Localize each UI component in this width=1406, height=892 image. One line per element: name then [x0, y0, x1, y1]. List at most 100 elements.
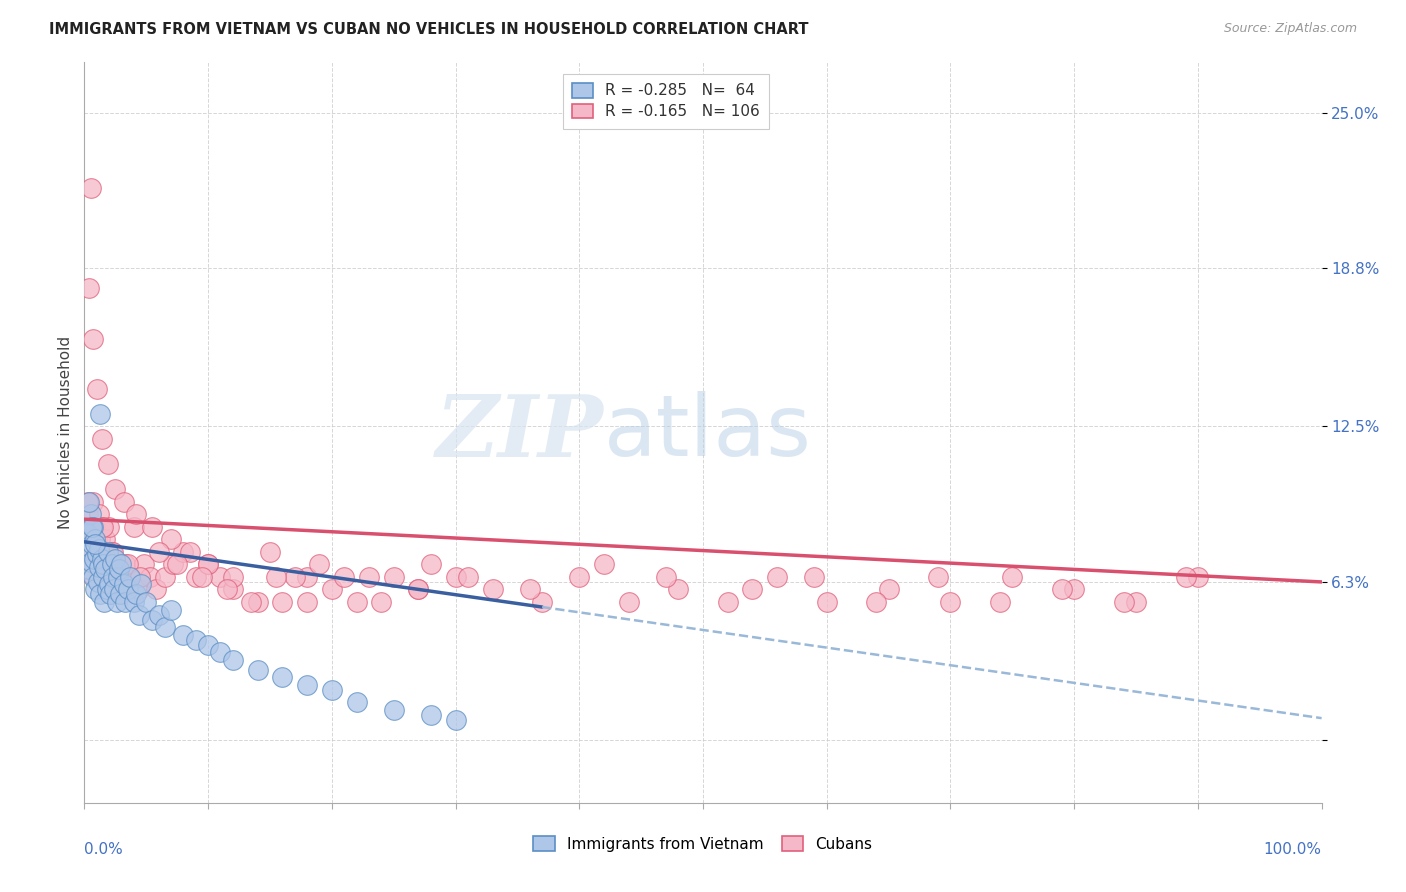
Point: [295, 595, 318, 609]
Point: [98, 587, 121, 601]
Point: [222, 570, 245, 584]
Point: [86, 533, 108, 547]
Point: [197, 558, 219, 572]
Point: [141, 613, 163, 627]
Point: [444, 570, 467, 584]
Point: [101, 545, 124, 559]
Point: [103, 582, 125, 597]
Text: 0.0%: 0.0%: [84, 842, 124, 856]
Point: [104, 552, 127, 566]
Point: [112, 494, 135, 508]
Point: [117, 582, 139, 597]
Point: [101, 570, 124, 584]
Text: 100.0%: 100.0%: [1264, 842, 1322, 856]
Point: [197, 638, 219, 652]
Point: [179, 545, 201, 559]
Point: [84, 533, 107, 547]
Point: [108, 582, 131, 597]
Text: atlas: atlas: [605, 391, 813, 475]
Point: [593, 558, 616, 572]
Point: [444, 713, 467, 727]
Point: [308, 558, 330, 572]
Point: [284, 570, 307, 584]
Point: [166, 558, 188, 572]
Point: [295, 678, 318, 692]
Point: [82, 494, 104, 508]
Point: [927, 570, 949, 584]
Point: [122, 520, 145, 534]
Text: IMMIGRANTS FROM VIETNAM VS CUBAN NO VEHICLES IN HOUSEHOLD CORRELATION CHART: IMMIGRANTS FROM VIETNAM VS CUBAN NO VEHI…: [49, 22, 808, 37]
Point: [77, 527, 100, 541]
Point: [160, 602, 183, 616]
Point: [222, 582, 245, 597]
Point: [568, 570, 591, 584]
Point: [1112, 595, 1135, 609]
Point: [79, 507, 101, 521]
Point: [90, 552, 112, 566]
Point: [82, 570, 104, 584]
Point: [531, 595, 554, 609]
Point: [209, 645, 232, 659]
Point: [79, 562, 101, 576]
Point: [87, 574, 110, 589]
Point: [481, 582, 503, 597]
Point: [160, 533, 183, 547]
Point: [80, 520, 103, 534]
Point: [145, 582, 167, 597]
Point: [89, 542, 111, 557]
Point: [89, 587, 111, 601]
Point: [240, 595, 263, 609]
Point: [91, 558, 114, 572]
Point: [100, 545, 122, 559]
Point: [80, 520, 103, 534]
Point: [110, 570, 132, 584]
Point: [346, 595, 368, 609]
Point: [129, 577, 152, 591]
Point: [80, 537, 103, 551]
Point: [717, 595, 740, 609]
Point: [129, 570, 152, 584]
Point: [939, 595, 962, 609]
Point: [162, 558, 184, 572]
Point: [382, 703, 405, 717]
Point: [87, 545, 110, 559]
Point: [184, 570, 207, 584]
Point: [148, 545, 170, 559]
Point: [655, 570, 678, 584]
Point: [112, 577, 135, 591]
Point: [419, 708, 441, 723]
Point: [295, 570, 318, 584]
Point: [89, 533, 111, 547]
Point: [135, 595, 157, 609]
Point: [79, 545, 101, 559]
Point: [246, 663, 269, 677]
Point: [76, 545, 98, 559]
Point: [114, 558, 136, 572]
Point: [1187, 570, 1209, 584]
Point: [96, 582, 118, 597]
Point: [83, 570, 105, 584]
Point: [259, 545, 281, 559]
Point: [91, 570, 114, 584]
Point: [94, 533, 117, 547]
Point: [90, 520, 112, 534]
Point: [120, 570, 142, 584]
Point: [90, 432, 112, 446]
Legend: Immigrants from Vietnam, Cubans: Immigrants from Vietnam, Cubans: [527, 830, 879, 858]
Point: [197, 558, 219, 572]
Point: [1001, 570, 1024, 584]
Point: [153, 620, 176, 634]
Text: Source: ZipAtlas.com: Source: ZipAtlas.com: [1223, 22, 1357, 36]
Point: [382, 570, 405, 584]
Point: [94, 562, 117, 576]
Point: [333, 570, 356, 584]
Point: [93, 545, 115, 559]
Point: [82, 520, 104, 534]
Point: [246, 595, 269, 609]
Point: [91, 520, 114, 534]
Point: [132, 558, 155, 572]
Point: [346, 695, 368, 709]
Point: [988, 595, 1011, 609]
Point: [139, 570, 162, 584]
Point: [84, 537, 107, 551]
